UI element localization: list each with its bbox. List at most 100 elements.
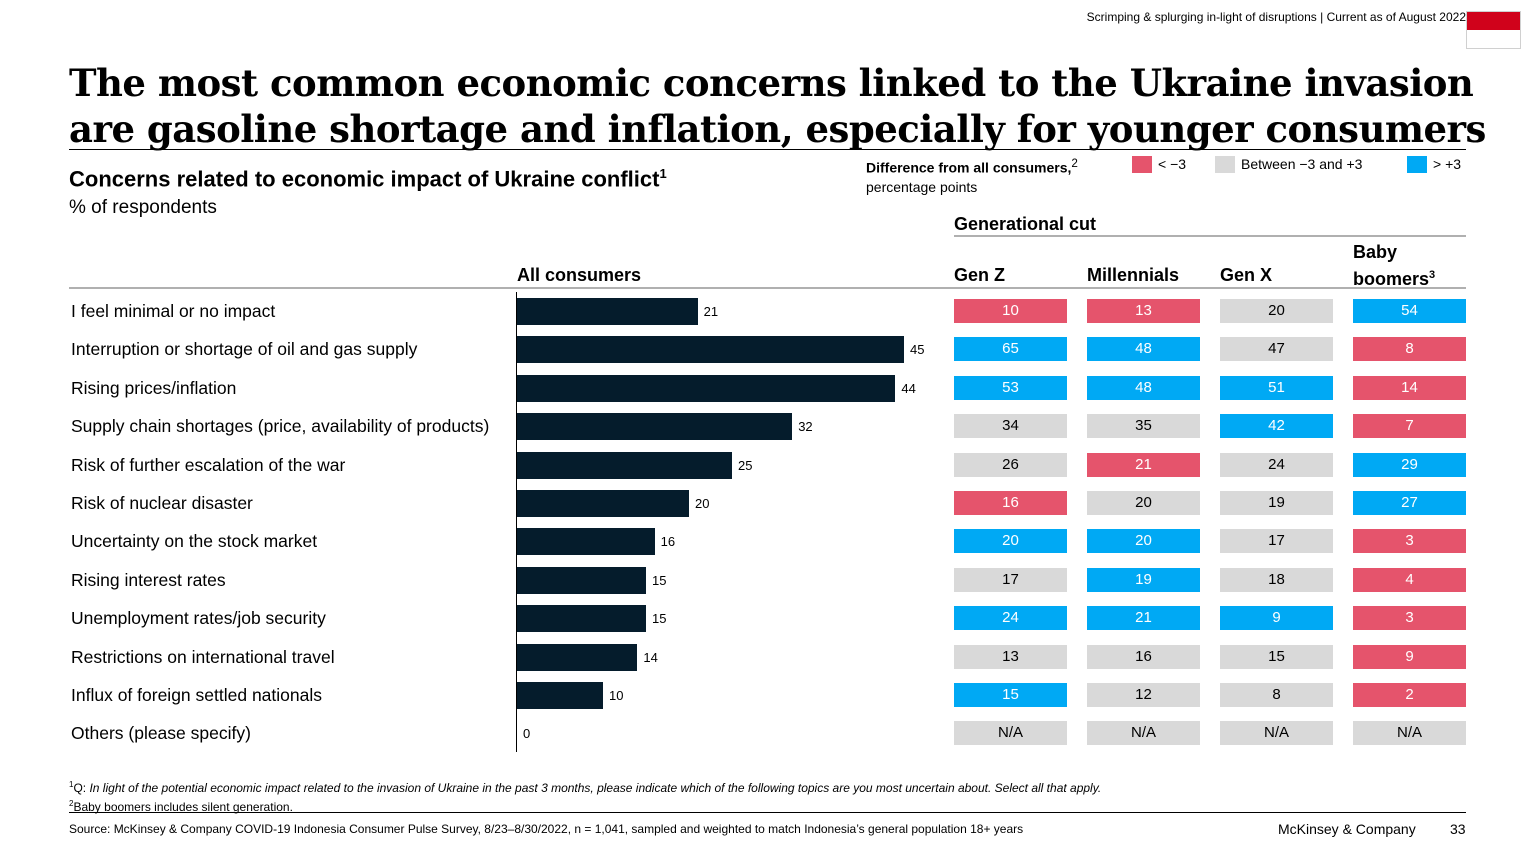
gen-x-cell: 42	[1220, 414, 1333, 439]
millennials-cell: 48	[1087, 375, 1200, 400]
bar-value-label: 15	[652, 572, 667, 588]
legend-label-low: < −3	[1158, 156, 1187, 172]
column-header-rule	[69, 287, 1466, 289]
chart-unit: % of respondents	[69, 197, 217, 218]
chart-title: Concerns related to economic impact of U…	[69, 166, 667, 192]
baby-boomers-header-line-1: Baby	[1353, 242, 1398, 262]
legend-item-high: > +3	[1407, 156, 1461, 173]
gen-z-cell: 10	[954, 299, 1067, 323]
legend-item-low: < −3	[1132, 156, 1186, 173]
gen-z-cell: N/A	[954, 721, 1067, 746]
bar	[517, 682, 603, 709]
headline-line-1: The most common economic concerns linked…	[69, 61, 1474, 105]
footnote-1-prefix: Q:	[73, 781, 90, 795]
footnotes: 1Q: In light of the potential economic i…	[69, 777, 1101, 815]
row-label: Interruption or shortage of oil and gas …	[71, 339, 418, 360]
bar-value-label: 25	[738, 457, 753, 473]
row-label: Risk of further escalation of the war	[71, 454, 346, 475]
millennials-cell: 20	[1087, 529, 1200, 554]
row-label: Influx of foreign settled nationals	[71, 685, 322, 705]
gen-z-cell: 26	[954, 452, 1067, 477]
gen-z-cell: 53	[954, 375, 1067, 400]
baby-boomers-header: Baby boomers3	[1353, 241, 1435, 291]
baby-boomers-cell: 2	[1353, 683, 1466, 707]
all-consumers-header: All consumers	[517, 265, 642, 285]
millennials-cell: 48	[1087, 337, 1200, 362]
bar-value-label: 15	[652, 611, 667, 627]
gen-z-cell: 17	[954, 567, 1067, 592]
legend-item-neutral: Between −3 and +3	[1215, 156, 1362, 173]
baby-boomers-cell: 29	[1353, 452, 1466, 477]
gen-x-cell: 47	[1220, 337, 1333, 362]
bar-value-label: 20	[695, 496, 710, 511]
baby-boomers-cell: 27	[1353, 491, 1466, 515]
millennials-cell: 13	[1087, 299, 1200, 323]
bar	[517, 336, 904, 364]
gen-z-cell: 20	[954, 529, 1067, 554]
header-note: Scrimping & splurging in-light of disrup…	[1086, 10, 1466, 24]
flag-white-stripe	[1467, 30, 1520, 48]
baby-boomers-cell: 3	[1353, 606, 1466, 631]
legend-swatch-neutral	[1215, 156, 1235, 173]
gen-x-cell: 15	[1220, 644, 1333, 669]
bar-value-label: 45	[910, 342, 925, 358]
legend-label-neutral: Between −3 and +3	[1241, 156, 1363, 172]
baby-boomers-cell: 54	[1353, 299, 1466, 323]
footnote-2-text: Baby boomers includes silent generation.	[73, 800, 293, 814]
row-label: Risk of nuclear disaster	[71, 493, 253, 513]
bar-value-label: 14	[643, 649, 658, 665]
gen-z-cell: 24	[954, 606, 1067, 631]
legend-title: Difference from all consumers,2 percenta…	[866, 154, 1078, 197]
baby-boomers-header-line-2: boomers	[1353, 269, 1430, 289]
row-label: Rising prices/inflation	[71, 377, 237, 398]
baby-boomers-cell: 3	[1353, 529, 1466, 554]
gen-x-cell: 9	[1220, 606, 1333, 631]
bar	[517, 605, 646, 633]
row-label: Uncertainty on the stock market	[71, 531, 318, 552]
gen-x-header: Gen X	[1220, 265, 1273, 285]
baby-boomers-cell: N/A	[1353, 721, 1466, 746]
legend-swatch-high	[1407, 156, 1427, 173]
gen-x-cell: 17	[1220, 529, 1333, 554]
millennials-cell: 19	[1087, 567, 1200, 592]
bar-value-label: 21	[703, 304, 719, 319]
baby-boomers-cell: 7	[1353, 414, 1466, 439]
indonesia-flag-icon	[1466, 11, 1521, 49]
headline: The most common economic concerns linked…	[69, 60, 1509, 152]
baby-boomers-cell: 14	[1353, 375, 1466, 400]
generational-cut-rule	[954, 235, 1466, 237]
millennials-cell: 20	[1087, 491, 1200, 515]
bar	[517, 528, 655, 556]
footnote-1-marker: 1	[69, 780, 74, 789]
footer-divider	[69, 812, 1466, 813]
legend: Difference from all consumers,2 percenta…	[866, 154, 1476, 197]
footnote-2-marker: 2	[69, 799, 74, 808]
millennials-cell: 21	[1087, 452, 1200, 477]
footnote-2: 2Baby boomers includes silent generation…	[69, 796, 1101, 815]
gen-z-header: Gen Z	[954, 265, 1006, 285]
legend-title-rest: percentage points	[866, 178, 978, 195]
gen-x-cell: 51	[1220, 375, 1333, 400]
gen-x-cell: N/A	[1220, 721, 1333, 746]
gen-z-cell: 15	[954, 683, 1067, 707]
gen-x-cell: 20	[1220, 299, 1333, 323]
row-label: Rising interest rates	[71, 569, 226, 590]
bar	[517, 451, 732, 479]
flag-red-stripe	[1467, 12, 1520, 30]
headline-line-2: are gasoline shortage and inflation, esp…	[69, 107, 1486, 151]
row-label: Others (please specify)	[71, 723, 251, 744]
row-label: I feel minimal or no impact	[71, 301, 276, 321]
bar	[517, 374, 896, 402]
baby-boomers-footnote-marker: 3	[1429, 269, 1436, 281]
bar-value-label: 32	[798, 419, 813, 435]
gen-z-cell: 16	[954, 491, 1067, 515]
bar	[517, 643, 638, 671]
gen-z-cell: 65	[954, 337, 1067, 362]
millennials-cell: 21	[1087, 606, 1200, 631]
gen-x-cell: 24	[1220, 452, 1333, 477]
row-label: Unemployment rates/job security	[71, 608, 326, 629]
footnote-1: 1Q: In light of the potential economic i…	[69, 777, 1101, 796]
row-label: Restrictions on international travel	[71, 646, 335, 667]
chart-title-footnote-marker: 1	[659, 166, 667, 181]
source-note: Source: McKinsey & Company COVID-19 Indo…	[69, 822, 1024, 836]
